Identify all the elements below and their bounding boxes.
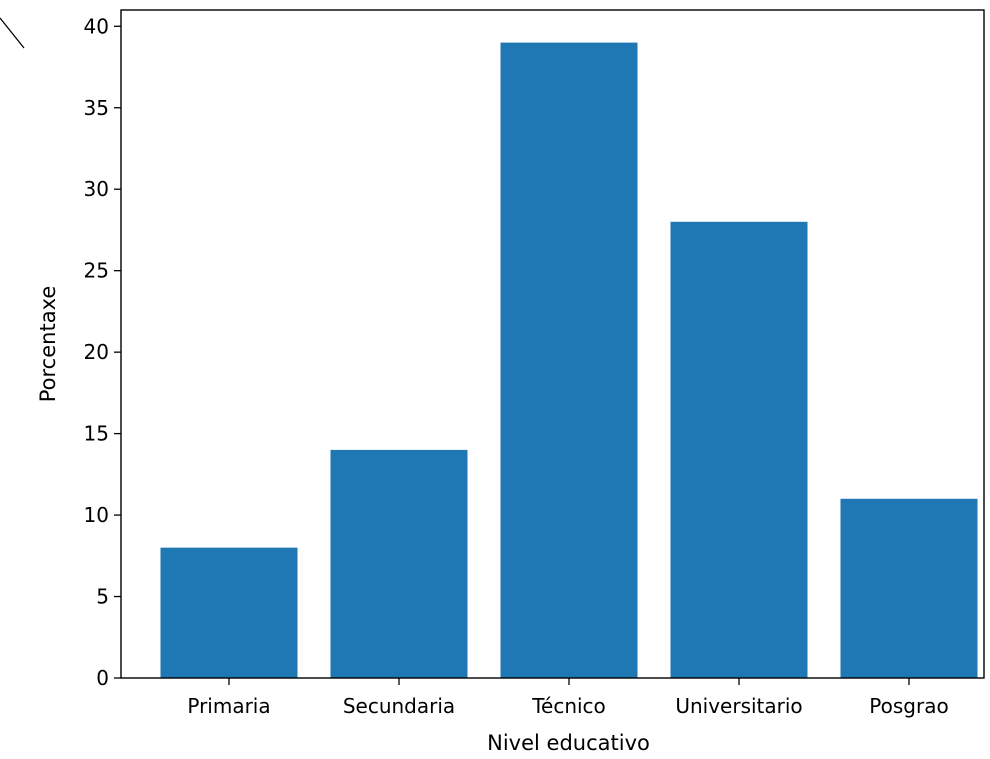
x-tick-label-1: Secundaria xyxy=(343,694,455,718)
x-tick-label-4: Posgrao xyxy=(869,694,948,718)
x-axis-ticks: Primaria Secundaria Técnico Universitario Po… xyxy=(187,678,949,718)
y-tick-label-4: 20 xyxy=(84,340,109,364)
y-tick-label-8: 40 xyxy=(84,14,109,38)
bar-4 xyxy=(840,498,978,678)
x-tick-label-2: Técnico xyxy=(531,694,606,718)
plot-frame xyxy=(120,9,985,679)
y-tick-label-7: 35 xyxy=(84,96,109,120)
x-axis-label: Nivel educativo xyxy=(487,731,650,755)
corner-stroke-line xyxy=(0,17,25,49)
bar-3 xyxy=(670,221,808,678)
y-tick-label-5: 25 xyxy=(84,259,109,283)
y-axis-label: Porcentaxe xyxy=(36,286,60,403)
bars-group xyxy=(160,42,978,678)
bar-0 xyxy=(160,547,298,678)
y-tick-label-2: 10 xyxy=(84,503,109,527)
y-tick-label-3: 15 xyxy=(84,422,109,446)
y-tick-label-1: 5 xyxy=(96,585,109,609)
y-axis-ticks: 0 5 10 15 20 25 30 35 40 xyxy=(84,14,121,690)
y-tick-label-0: 0 xyxy=(96,666,109,690)
corner-stroke xyxy=(0,17,25,49)
x-tick-label-0: Primaria xyxy=(187,694,270,718)
bar-1 xyxy=(330,449,468,678)
x-tick-label-3: Universitario xyxy=(675,694,802,718)
bar-2 xyxy=(500,42,638,678)
y-tick-label-6: 30 xyxy=(84,177,109,201)
